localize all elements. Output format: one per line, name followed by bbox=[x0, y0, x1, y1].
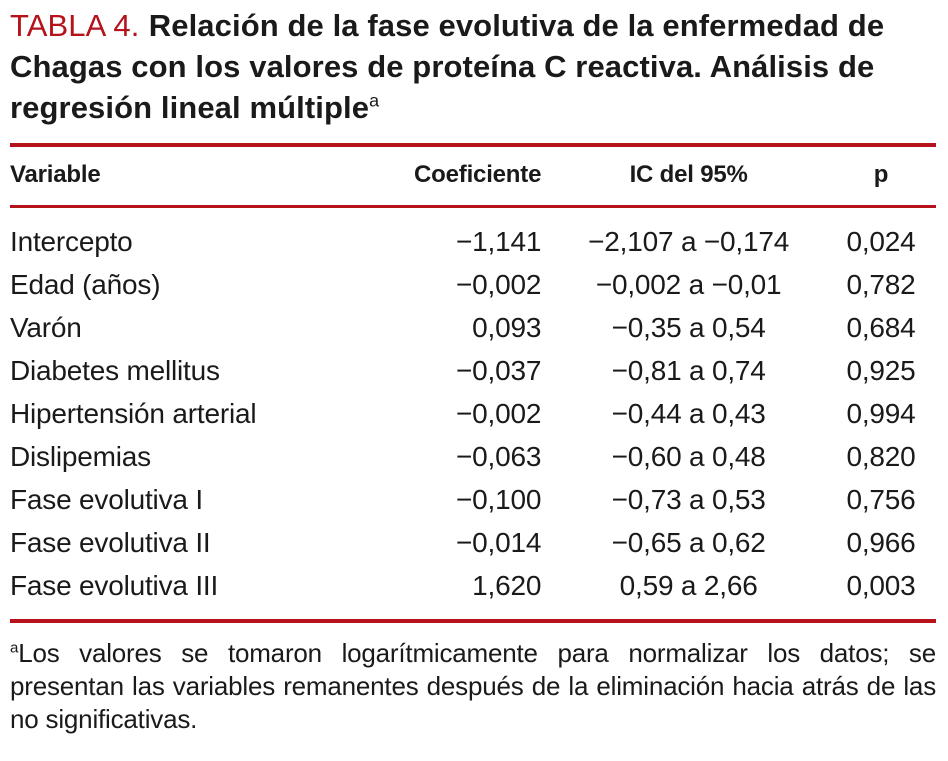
cell-ic: −0,73 a 0,53 bbox=[611, 483, 766, 515]
cell-variable: Fase evolutiva III bbox=[10, 569, 219, 601]
cell-p: 0,925 bbox=[846, 354, 916, 386]
footnote-text: Los valores se tomaron logarítmicamente … bbox=[10, 637, 936, 735]
cell-ic: 0,59 a 2,66 bbox=[619, 569, 758, 601]
header-row: Variable Coeficiente IC del 95% p bbox=[10, 146, 936, 208]
cell-variable: Dislipemias bbox=[10, 440, 151, 472]
cell-ic: −0,65 a 0,62 bbox=[611, 526, 766, 558]
cell-variable: Varón bbox=[10, 311, 82, 343]
cell-p: 0,024 bbox=[846, 225, 916, 257]
title-footnote-marker: a bbox=[369, 90, 380, 111]
table-row: Varón 0,093 −0,35 a 0,54 0,684 bbox=[10, 306, 936, 349]
regression-table: Variable Coeficiente IC del 95% p Interc… bbox=[10, 146, 936, 607]
cell-coeficiente: −0,100 bbox=[455, 483, 542, 515]
cell-ic: −0,81 a 0,74 bbox=[611, 354, 766, 386]
table-row: Diabetes mellitus −0,037 −0,81 a 0,74 0,925 bbox=[10, 349, 936, 392]
bottom-rule bbox=[10, 618, 936, 623]
cell-ic: −0,002 a −0,01 bbox=[595, 268, 782, 300]
cell-ic: −0,60 a 0,48 bbox=[611, 440, 766, 472]
header-variable: Variable bbox=[10, 146, 395, 208]
header-ic95: IC del 95% bbox=[551, 146, 827, 208]
cell-variable: Fase evolutiva I bbox=[10, 483, 203, 515]
footnote: aLos valores se tomaron logarítmicamente… bbox=[10, 637, 936, 737]
cell-ic: −0,35 a 0,54 bbox=[611, 311, 766, 343]
cell-coeficiente: −0,002 bbox=[455, 268, 542, 300]
table-number-label: TABLA 4. bbox=[10, 8, 140, 43]
header-p: p bbox=[826, 146, 936, 208]
cell-variable: Intercepto bbox=[10, 225, 133, 257]
cell-coeficiente: 1,620 bbox=[472, 569, 542, 601]
cell-coeficiente: 0,093 bbox=[472, 311, 542, 343]
cell-p: 0,820 bbox=[846, 440, 916, 472]
table-header: Variable Coeficiente IC del 95% p bbox=[10, 146, 936, 208]
cell-p: 0,782 bbox=[846, 268, 916, 300]
cell-coeficiente: −0,002 bbox=[455, 397, 542, 429]
footnote-marker: a bbox=[10, 639, 19, 657]
cell-p: 0,994 bbox=[846, 397, 916, 429]
cell-coeficiente: −1,141 bbox=[455, 225, 542, 257]
cell-p: 0,003 bbox=[846, 569, 916, 601]
table-title-text: Relación de la fase evolutiva de la enfe… bbox=[10, 8, 885, 125]
table-row: Fase evolutiva II −0,014 −0,65 a 0,62 0,966 bbox=[10, 521, 936, 564]
table-row: Fase evolutiva III 1,620 0,59 a 2,66 0,003 bbox=[10, 564, 936, 607]
table-row: Edad (años) −0,002 −0,002 a −0,01 0,782 bbox=[10, 263, 936, 306]
header-coeficiente: Coeficiente bbox=[394, 146, 552, 208]
cell-p: 0,684 bbox=[846, 311, 916, 343]
table-row: Hipertensión arterial −0,002 −0,44 a 0,43 0… bbox=[10, 392, 936, 435]
cell-p: 0,966 bbox=[846, 526, 916, 558]
cell-ic: −2,107 a −0,174 bbox=[588, 225, 790, 257]
top-rule bbox=[10, 142, 936, 147]
table-title: TABLA 4. Relación de la fase evolutiva de… bbox=[10, 6, 936, 129]
cell-variable: Diabetes mellitus bbox=[10, 354, 220, 386]
cell-variable: Hipertensión arterial bbox=[10, 397, 257, 429]
cell-variable: Fase evolutiva II bbox=[10, 526, 211, 558]
table-body: Intercepto −1,141 −2,107 a −0,174 0,024 Edad… bbox=[10, 206, 936, 607]
cell-coeficiente: −0,037 bbox=[455, 354, 542, 386]
cell-coeficiente: −0,063 bbox=[455, 440, 542, 472]
cell-variable: Edad (años) bbox=[10, 268, 161, 300]
cell-ic: −0,44 a 0,43 bbox=[611, 397, 766, 429]
cell-p: 0,756 bbox=[846, 483, 916, 515]
table-row: Fase evolutiva I −0,100 −0,73 a 0,53 0,756 bbox=[10, 478, 936, 521]
table-row: Intercepto −1,141 −2,107 a −0,174 0,024 bbox=[10, 206, 936, 263]
table-row: Dislipemias −0,063 −0,60 a 0,48 0,820 bbox=[10, 435, 936, 478]
cell-coeficiente: −0,014 bbox=[455, 526, 542, 558]
